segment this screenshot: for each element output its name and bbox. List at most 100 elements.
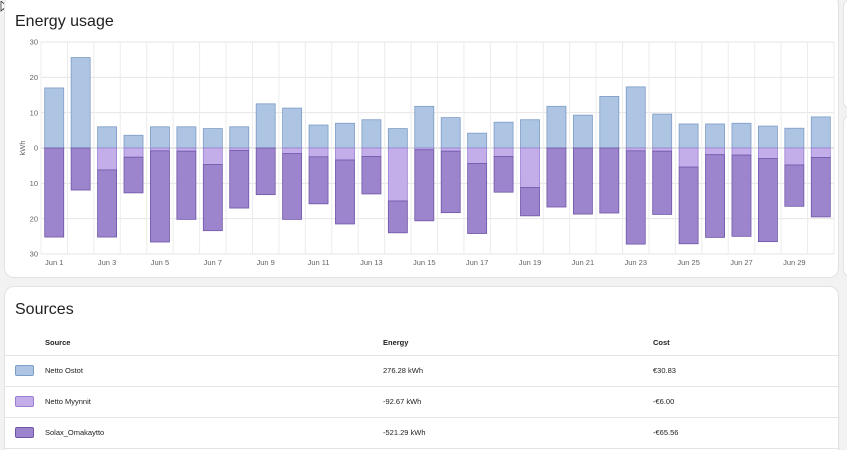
sources-header-row: Source Energy Cost	[5, 331, 840, 356]
source-name: Netto Ostot	[45, 355, 383, 387]
bar-netto-myynnit[interactable]	[387, 147, 408, 202]
bar-solax-omakaytto[interactable]	[335, 159, 355, 225]
bar-solax-omakaytto[interactable]	[387, 200, 408, 234]
bar-solax-omakaytto[interactable]	[652, 150, 673, 215]
bar-netto-ostot[interactable]	[176, 126, 197, 149]
y-tick-label: 10	[30, 179, 38, 188]
bar-solax-omakaytto[interactable]	[678, 166, 699, 245]
bar-netto-myynnit[interactable]	[520, 147, 540, 188]
bar-netto-ostot[interactable]	[467, 132, 488, 149]
bar-solax-omakaytto[interactable]	[625, 150, 646, 245]
bar-solax-omakaytto[interactable]	[758, 158, 778, 243]
bar-netto-myynnit[interactable]	[810, 147, 831, 158]
bar-netto-ostot[interactable]	[44, 87, 65, 149]
bar-netto-ostot[interactable]	[282, 107, 303, 149]
bar-solax-omakaytto[interactable]	[599, 147, 620, 214]
x-tick-label: Jun 9	[257, 258, 275, 267]
bar-solax-omakaytto[interactable]	[361, 156, 382, 195]
sources-card: Sources Source Energy Cost Netto Ostot 2…	[4, 286, 840, 450]
bar-netto-myynnit[interactable]	[308, 147, 329, 158]
bar-solax-omakaytto[interactable]	[705, 154, 725, 238]
bar-solax-omakaytto[interactable]	[467, 163, 488, 234]
bar-netto-myynnit[interactable]	[123, 147, 144, 158]
bar-solax-omakaytto[interactable]	[308, 156, 329, 205]
bar-solax-omakaytto[interactable]	[44, 147, 65, 238]
bar-solax-omakaytto[interactable]	[731, 154, 752, 237]
bar-netto-ostot[interactable]	[546, 105, 567, 149]
bar-solax-omakaytto[interactable]	[810, 157, 831, 218]
x-tick-label: Jun 17	[466, 258, 489, 267]
bar-solax-omakaytto[interactable]	[176, 150, 197, 220]
bar-netto-ostot[interactable]	[123, 134, 144, 149]
bar-netto-myynnit[interactable]	[467, 147, 488, 164]
bar-netto-myynnit[interactable]	[97, 147, 118, 171]
bar-netto-myynnit[interactable]	[335, 147, 355, 161]
bar-netto-myynnit[interactable]	[361, 147, 382, 157]
bar-netto-myynnit[interactable]	[176, 147, 197, 152]
bar-netto-ostot[interactable]	[572, 114, 593, 149]
bar-netto-ostot[interactable]	[652, 113, 673, 149]
bar-netto-ostot[interactable]	[255, 103, 276, 149]
bar-netto-myynnit[interactable]	[625, 147, 646, 152]
bar-netto-myynnit[interactable]	[784, 147, 805, 166]
bar-solax-omakaytto[interactable]	[123, 156, 144, 194]
bar-solax-omakaytto[interactable]	[440, 150, 461, 214]
source-row[interactable]: Netto Ostot 276.28 kWh €30.83	[5, 355, 840, 387]
bar-netto-ostot[interactable]	[387, 128, 408, 149]
x-tick-label: Jun 19	[519, 258, 542, 267]
bar-solax-omakaytto[interactable]	[70, 147, 91, 191]
bar-netto-myynnit[interactable]	[652, 147, 673, 152]
bar-netto-ostot[interactable]	[625, 86, 646, 149]
bar-netto-ostot[interactable]	[97, 126, 118, 149]
y-tick-label: 20	[30, 73, 38, 82]
bar-netto-ostot[interactable]	[308, 124, 329, 149]
bar-netto-ostot[interactable]	[520, 119, 540, 149]
bar-netto-ostot[interactable]	[440, 117, 461, 149]
bar-solax-omakaytto[interactable]	[202, 164, 223, 232]
bar-netto-myynnit[interactable]	[758, 147, 778, 160]
bar-netto-myynnit[interactable]	[493, 147, 514, 157]
bar-netto-ostot[interactable]	[758, 125, 778, 149]
source-column-header: Source	[45, 331, 383, 356]
bar-netto-myynnit[interactable]	[731, 147, 752, 156]
bar-netto-ostot[interactable]	[784, 127, 805, 149]
bar-solax-omakaytto[interactable]	[150, 150, 170, 243]
bar-netto-myynnit[interactable]	[202, 147, 223, 166]
source-energy: -92.67 kWh	[383, 386, 653, 418]
bar-solax-omakaytto[interactable]	[572, 147, 593, 215]
bar-netto-ostot[interactable]	[810, 116, 831, 149]
bar-netto-ostot[interactable]	[705, 123, 725, 149]
bar-netto-ostot[interactable]	[361, 119, 382, 149]
bar-solax-omakaytto[interactable]	[520, 187, 540, 217]
bar-solax-omakaytto[interactable]	[282, 153, 303, 220]
bar-netto-myynnit[interactable]	[440, 147, 461, 152]
bar-netto-ostot[interactable]	[70, 57, 91, 149]
bar-solax-omakaytto[interactable]	[784, 164, 805, 207]
y-tick-label: 30	[30, 38, 38, 47]
bar-solax-omakaytto[interactable]	[97, 169, 118, 238]
bar-solax-omakaytto[interactable]	[546, 147, 567, 208]
source-row[interactable]: Netto Myynnit -92.67 kWh -€6.00	[5, 386, 840, 418]
bar-solax-omakaytto[interactable]	[493, 156, 514, 193]
bar-solax-omakaytto[interactable]	[255, 147, 276, 196]
bar-netto-ostot[interactable]	[229, 126, 250, 149]
bar-netto-myynnit[interactable]	[150, 147, 170, 152]
adjacent-card-edge	[843, 0, 847, 108]
bar-netto-myynnit[interactable]	[282, 147, 303, 155]
chart-bars[interactable]	[44, 57, 831, 245]
bar-netto-ostot[interactable]	[202, 128, 223, 149]
source-row[interactable]: Solax_Omakaytto -521.29 kWh -€65.56	[5, 417, 840, 449]
bar-solax-omakaytto[interactable]	[414, 149, 435, 222]
y-tick-label: 20	[30, 214, 38, 223]
bar-netto-ostot[interactable]	[335, 122, 355, 149]
bar-solax-omakaytto[interactable]	[229, 150, 250, 209]
bar-netto-ostot[interactable]	[599, 96, 620, 149]
bar-netto-ostot[interactable]	[678, 123, 699, 149]
bar-netto-ostot[interactable]	[731, 122, 752, 149]
bar-netto-ostot[interactable]	[150, 126, 170, 149]
bar-netto-myynnit[interactable]	[678, 147, 699, 168]
bar-netto-ostot[interactable]	[493, 121, 514, 149]
source-name: Netto Myynnit	[45, 386, 383, 418]
bar-netto-myynnit[interactable]	[705, 147, 725, 156]
bar-netto-ostot[interactable]	[414, 105, 435, 149]
